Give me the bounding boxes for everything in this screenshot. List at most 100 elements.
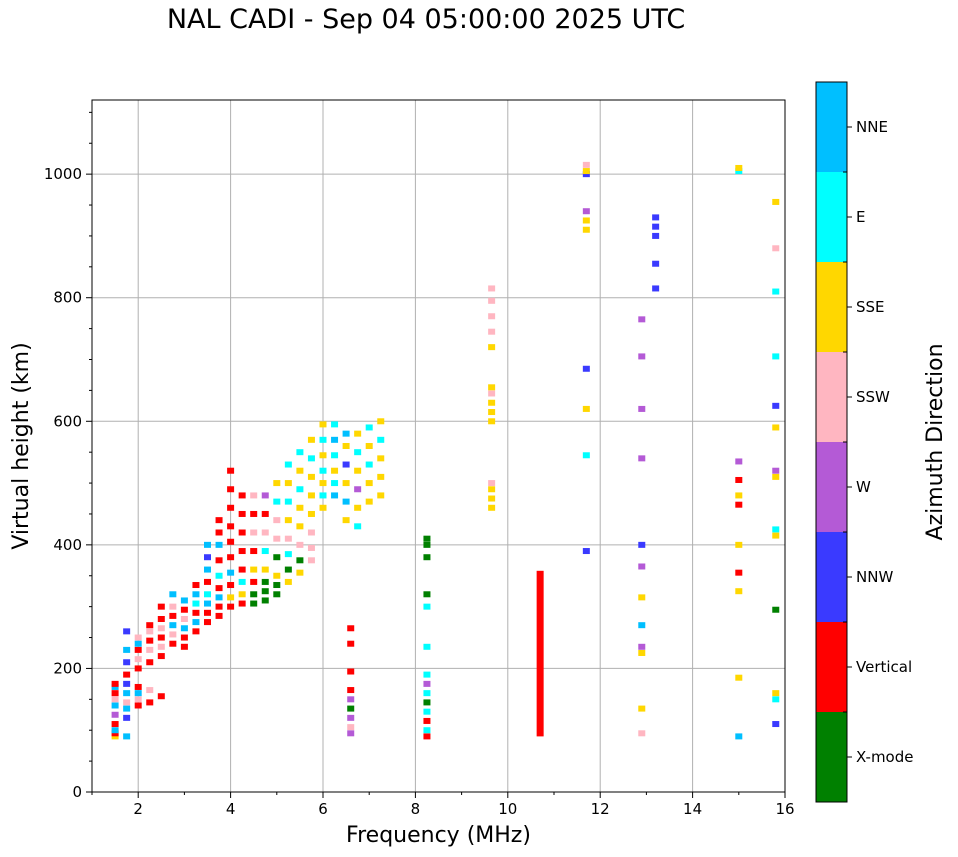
echo-point [192,600,200,607]
echo-point [227,554,235,561]
echo-point [111,680,119,687]
echo-point [331,421,339,428]
echo-point [134,634,142,641]
echo-point [227,594,235,601]
echo-point [307,473,315,480]
echo-point [204,600,211,607]
echo-point [134,665,142,672]
echo-point [638,353,646,360]
echo-point [123,659,131,666]
echo-point [488,313,496,320]
echo-point [423,733,431,740]
echo-point [296,557,304,564]
echo-point [735,501,743,508]
echo-point [319,436,327,443]
x-tick-label: 2 [133,800,143,818]
echo-point [582,452,590,459]
echo-point [347,625,355,632]
echo-point [347,687,355,694]
x-axis-label: Frequency (MHz) [346,823,531,848]
echo-point [423,717,431,724]
echo-point [365,443,373,449]
plot-frame [91,99,786,793]
echo-point [250,578,258,585]
echo-point [180,643,188,650]
vertical-echo-bar [536,570,544,737]
echo-point [342,461,350,468]
echo-point [238,578,246,585]
echo-point [157,693,165,700]
echo-point [284,517,292,524]
echo-point [365,424,373,431]
colorbar-category-label: W [856,478,871,496]
y-tick-label: 1000 [44,165,82,183]
echo-point [146,699,154,706]
echo-point [134,696,142,703]
echo-point [772,696,780,703]
echo-point [250,548,258,555]
echo-point [354,504,362,511]
echo-point [261,529,269,536]
echo-point [123,699,131,706]
echo-point [169,603,177,610]
echo-point [238,566,246,573]
colorbar-category-label: X-mode [856,748,913,766]
colorbar-category-label: SSE [856,298,885,316]
echo-point [582,168,590,175]
x-tick-label: 10 [498,800,517,818]
echo-point [307,436,315,443]
echo-point [347,668,355,675]
echo-point [238,492,246,499]
echo-point [261,597,269,604]
echo-point [273,498,281,505]
echo-point [354,523,362,530]
echo-point [488,344,496,351]
echo-point [347,730,355,737]
echo-point [342,517,350,524]
echo-point [319,421,327,428]
echo-point [735,492,743,499]
echo-point [146,659,154,666]
echo-point [638,622,646,629]
echo-point [423,554,431,561]
echo-point [772,473,780,480]
y-axis: 0 200 400 600 800 1000 [44,111,92,801]
echo-point [307,455,315,462]
echo-point [284,535,292,542]
echo-point [123,680,131,687]
echo-point [192,582,200,589]
echo-point [772,606,780,613]
echo-point [284,566,292,573]
echo-point [180,597,188,604]
echo-point [772,424,780,431]
echo-point [638,594,646,601]
echo-point [772,690,780,697]
chart-title: NAL CADI - Sep 04 05:00:00 2025 UTC [166,4,686,35]
y-tick-label: 600 [53,412,82,430]
echo-point [204,566,211,573]
echo-point [319,504,327,511]
echo-point [215,517,223,524]
echo-point [192,591,200,598]
echo-point [215,612,223,619]
x-tick-label: 14 [683,800,702,818]
echo-point [261,578,269,585]
echo-point [735,168,743,175]
echo-point [652,260,660,267]
echo-point [215,594,223,601]
echo-point [250,492,258,499]
echo-point [652,223,660,230]
echo-point [638,730,646,737]
colorbar-segment [816,712,847,802]
echo-point [123,705,131,712]
echo-point [319,467,327,474]
echo-point [215,529,223,536]
echo-point [652,214,660,221]
echo-point [284,480,292,487]
echo-point [354,467,362,474]
echo-point [735,588,743,595]
echo-point [347,705,355,712]
echo-point [735,164,743,171]
echo-point [307,510,315,517]
echo-point [134,702,142,709]
